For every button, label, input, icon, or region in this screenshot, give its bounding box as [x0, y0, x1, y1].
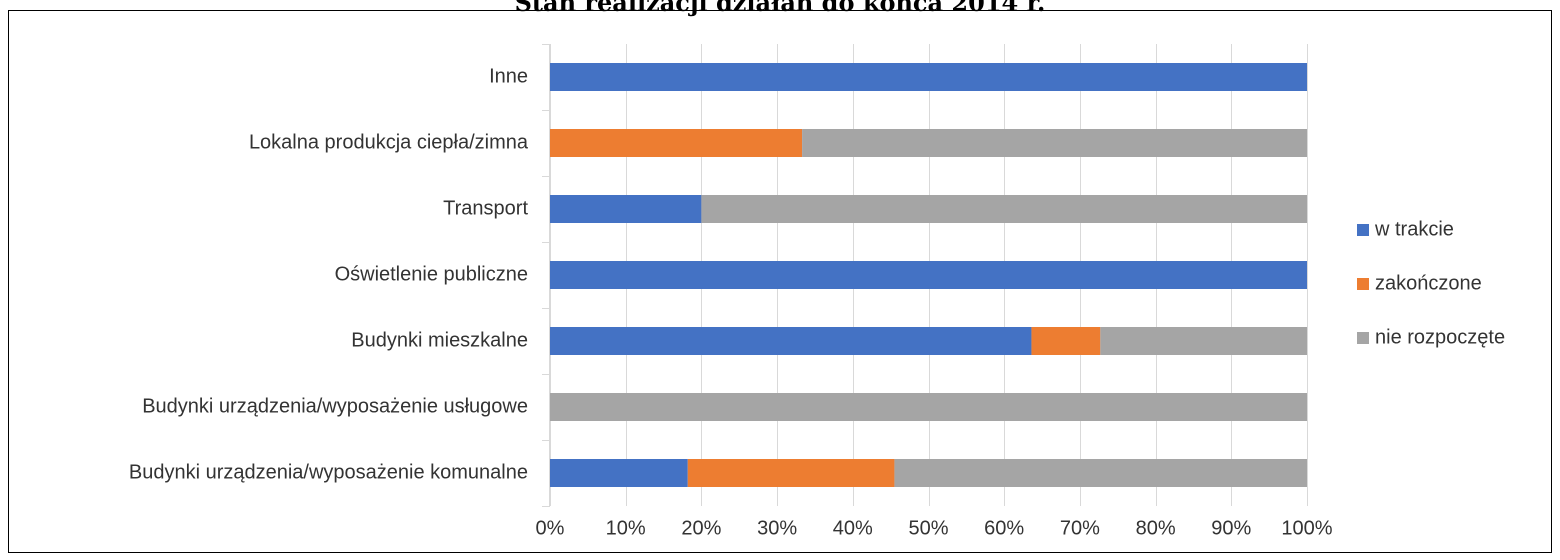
category-axis: [542, 44, 550, 507]
x-tick-label: 40%: [833, 517, 873, 539]
bar-w-trakcie-0: [550, 459, 688, 487]
category-label: Lokalna produkcja ciepła/zimna: [249, 131, 529, 153]
x-tick-labels: 0% 10% 20% 30% 40% 50% 60% 70% 80% 90% 100%: [536, 517, 1333, 539]
bar-w-trakcie-4: [550, 195, 702, 223]
x-tick-label: 50%: [908, 517, 948, 539]
bar-nie-rozpoczęte-4: [701, 195, 1307, 223]
x-tick-label: 90%: [1211, 517, 1251, 539]
x-tick-label: 100%: [1281, 517, 1332, 539]
chart-title: Stan realizacji działań do końca 2014 r.: [514, 0, 1046, 17]
bar-zakończone-0: [687, 459, 895, 487]
category-labels: Budynki urządzenia/wyposażenie komunalne…: [129, 65, 529, 483]
legend-label: zakończone: [1375, 272, 1482, 294]
bar-nie-rozpoczęte-2: [1100, 327, 1307, 355]
legend: w trakcie zakończone nie rozpoczęte: [1357, 218, 1505, 348]
x-tick-label: 60%: [984, 517, 1024, 539]
legend-swatch: [1357, 332, 1369, 344]
x-tick-label: 80%: [1136, 517, 1176, 539]
x-tick-label: 70%: [1060, 517, 1100, 539]
chart-border: [8, 10, 1552, 553]
bar-zakończone-5: [550, 129, 803, 157]
bar-zakończone-2: [1031, 327, 1101, 355]
category-label: Budynki mieszkalne: [351, 329, 528, 351]
x-tick-label: 0%: [536, 517, 565, 539]
bar-nie-rozpoczęte-1: [550, 393, 1307, 421]
category-label: Budynki urządzenia/wyposażenie komunalne: [129, 461, 528, 483]
bar-nie-rozpoczęte-0: [894, 459, 1307, 487]
legend-swatch: [1357, 224, 1369, 236]
category-label: Transport: [443, 197, 528, 219]
category-label: Budynki urządzenia/wyposażenie usługowe: [142, 395, 528, 417]
bar-w-trakcie-2: [550, 327, 1032, 355]
category-label: Inne: [489, 65, 528, 87]
bars: [550, 63, 1307, 487]
bar-w-trakcie-6: [550, 63, 1307, 91]
x-tick-label: 10%: [606, 517, 646, 539]
bar-nie-rozpoczęte-5: [802, 129, 1307, 157]
category-label: Oświetlenie publiczne: [335, 263, 528, 285]
x-tick-label: 20%: [681, 517, 721, 539]
legend-label: w trakcie: [1374, 218, 1454, 240]
legend-swatch: [1357, 278, 1369, 290]
x-tick-label: 30%: [757, 517, 797, 539]
legend-label: nie rozpoczęte: [1375, 326, 1505, 348]
bar-w-trakcie-3: [550, 261, 1307, 289]
